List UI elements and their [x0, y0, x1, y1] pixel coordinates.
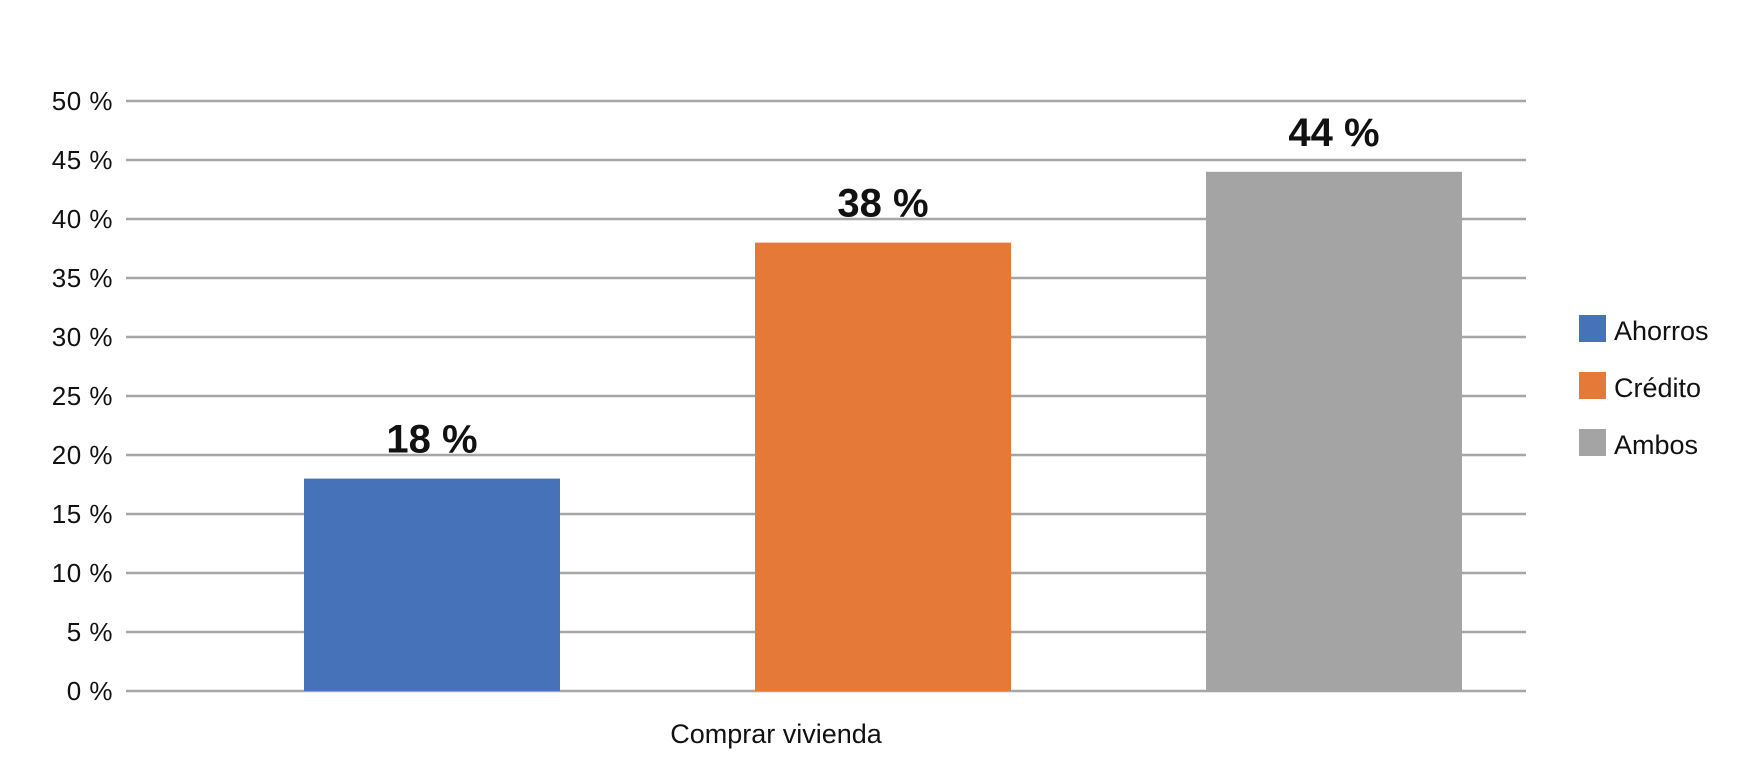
x-category-label: Comprar vivienda [670, 719, 883, 749]
legend: Ahorros Crédito Ambos [1579, 315, 1709, 460]
y-tick-label: 0 % [67, 676, 113, 706]
legend-label: Crédito [1614, 373, 1701, 403]
bars [304, 171, 1462, 692]
bar-ambos [1206, 171, 1462, 692]
legend-item: Ahorros [1579, 315, 1709, 346]
y-tick-label: 10 % [52, 558, 113, 588]
legend-swatch [1579, 429, 1606, 456]
bar-credito [755, 242, 1011, 691]
legend-item: Ambos [1579, 429, 1698, 460]
legend-label: Ahorros [1614, 316, 1709, 346]
data-label: 18 % [386, 418, 477, 462]
bar-ahorros [304, 478, 560, 691]
y-axis-tick-labels: 0 % 5 % 10 % 15 % 20 % 25 % 30 % 35 % 40 % 45 % 50… [52, 86, 113, 706]
legend-swatch [1579, 315, 1606, 342]
y-tick-label: 45 % [52, 145, 113, 175]
legend-item: Crédito [1579, 372, 1701, 403]
legend-label: Ambos [1614, 430, 1698, 460]
y-tick-label: 15 % [52, 499, 113, 529]
data-label: 38 % [837, 182, 928, 226]
data-label: 44 % [1288, 111, 1379, 155]
y-tick-label: 35 % [52, 263, 113, 293]
y-tick-label: 20 % [52, 440, 113, 470]
x-axis-category-labels: Comprar vivienda [670, 719, 883, 749]
y-tick-label: 5 % [67, 617, 113, 647]
legend-swatch [1579, 372, 1606, 399]
y-tick-label: 30 % [52, 322, 113, 352]
y-tick-label: 40 % [52, 204, 113, 234]
y-tick-label: 50 % [52, 86, 113, 116]
y-tick-label: 25 % [52, 381, 113, 411]
data-labels: 18 % 38 % 44 % [386, 111, 1379, 462]
